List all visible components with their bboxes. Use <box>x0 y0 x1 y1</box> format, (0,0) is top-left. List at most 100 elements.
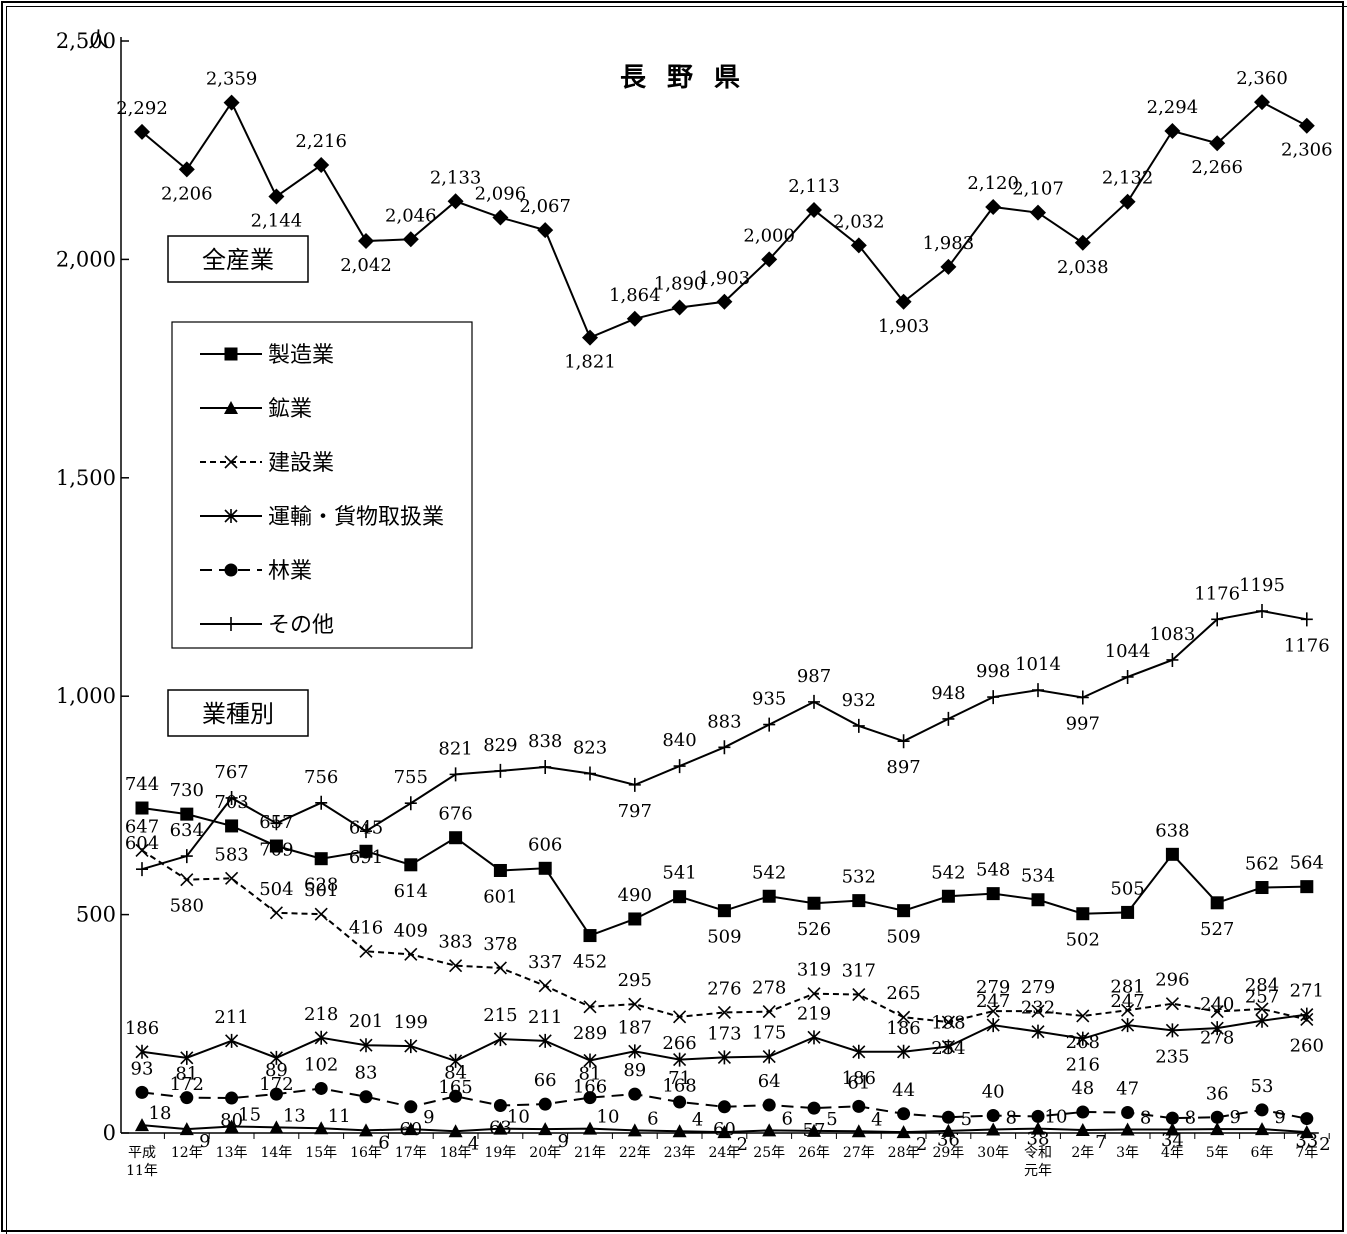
data-label: 89 <box>265 1060 288 1081</box>
data-label: 36 <box>937 1129 960 1150</box>
legend-marker-icon <box>224 455 238 469</box>
data-label: 1176 <box>1194 583 1240 604</box>
series-star <box>135 1007 1314 1068</box>
data-point <box>1299 1125 1314 1139</box>
data-label: 2,067 <box>519 196 571 217</box>
data-label: 2,120 <box>967 173 1019 194</box>
annotation-total-box: 全産業 <box>167 235 309 283</box>
data-point <box>180 1091 194 1105</box>
data-label: 628 <box>304 875 338 896</box>
data-label: 2,042 <box>340 255 392 276</box>
data-point <box>1255 1103 1269 1117</box>
data-label: 173 <box>707 1023 741 1044</box>
data-point <box>493 1121 508 1135</box>
data-label: 337 <box>528 952 562 973</box>
data-point <box>1075 1122 1090 1136</box>
data-label: 48 <box>1071 1078 1094 1099</box>
legend-label: 林業 <box>268 559 312 584</box>
data-label: 6 <box>647 1108 658 1129</box>
data-label: 2,294 <box>1147 97 1199 118</box>
data-label: 4 <box>871 1109 882 1130</box>
data-point <box>493 1032 507 1047</box>
data-label: 89 <box>623 1060 646 1081</box>
data-point <box>1121 1105 1135 1119</box>
data-point <box>1210 1021 1224 1036</box>
y-tick-label: 2,000 <box>56 247 116 271</box>
data-label: 186 <box>842 1068 876 1089</box>
data-label: 409 <box>394 920 428 941</box>
data-label: 257 <box>1245 987 1279 1008</box>
data-point <box>941 1123 956 1137</box>
data-point <box>1165 997 1179 1011</box>
data-point <box>1165 1111 1179 1125</box>
data-label: 8 <box>1140 1108 1151 1129</box>
data-point <box>1300 1007 1314 1022</box>
data-point <box>673 1010 687 1024</box>
data-label: 987 <box>797 666 831 687</box>
data-point <box>269 1050 283 1065</box>
data-point <box>717 904 731 918</box>
data-point <box>1120 1122 1135 1136</box>
data-point <box>314 1030 328 1045</box>
legend-marker-icon <box>224 347 238 361</box>
data-label: 2,107 <box>1012 179 1064 200</box>
data-label: 34 <box>1161 1130 1184 1151</box>
data-label: 542 <box>752 862 786 883</box>
data-point <box>449 959 463 973</box>
data-label: 756 <box>304 767 338 788</box>
data-label: 383 <box>438 932 472 953</box>
data-point <box>135 843 149 857</box>
data-label: 53 <box>1251 1076 1274 1097</box>
data-point <box>1031 1004 1045 1018</box>
data-point <box>582 329 598 346</box>
data-point <box>673 1095 687 1109</box>
data-label: 2,133 <box>430 167 482 188</box>
data-point <box>897 734 910 749</box>
data-point <box>359 1123 373 1137</box>
x-tick-label: 4年 <box>1161 1145 1184 1161</box>
data-label: 172 <box>259 1074 293 1095</box>
data-label: 265 <box>886 983 920 1004</box>
data-label: 452 <box>573 952 607 973</box>
data-label: 218 <box>304 1004 338 1025</box>
data-label: 240 <box>1200 994 1234 1015</box>
data-point <box>628 997 642 1011</box>
data-point <box>762 1123 777 1137</box>
data-point <box>1210 1005 1224 1019</box>
series-circle <box>135 1081 1314 1126</box>
data-label: 526 <box>797 919 831 940</box>
data-point <box>762 1049 776 1064</box>
data-label: 186 <box>886 1018 920 1039</box>
data-label: 509 <box>707 927 741 948</box>
y-axis-unit: 人 <box>88 28 109 52</box>
data-point <box>447 193 464 210</box>
data-point <box>1121 1018 1135 1033</box>
data-label: 823 <box>573 738 607 759</box>
data-point <box>538 1122 553 1136</box>
legend-item: 林業 <box>200 559 312 584</box>
data-label: 175 <box>752 1023 786 1044</box>
data-point <box>1211 612 1224 627</box>
data-point <box>314 1121 329 1135</box>
data-label: 2 <box>737 1134 748 1155</box>
data-label: 755 <box>394 767 428 788</box>
inner-frame <box>6 6 1347 1234</box>
data-point <box>583 1000 597 1014</box>
data-point <box>1165 847 1179 861</box>
data-point <box>1031 1109 1045 1123</box>
data-label: 284 <box>1245 975 1279 996</box>
data-point <box>896 1125 911 1139</box>
data-label: 2,132 <box>1102 168 1154 189</box>
data-point <box>404 1039 418 1054</box>
data-point <box>180 807 194 821</box>
data-point <box>1255 881 1269 895</box>
data-label: 490 <box>618 885 652 906</box>
data-label: 657 <box>259 812 293 833</box>
data-point <box>449 1053 463 1068</box>
data-point <box>583 1091 597 1105</box>
legend-label: 建設業 <box>268 451 334 476</box>
data-point <box>493 1098 507 1112</box>
data-label: 604 <box>125 833 159 854</box>
data-point <box>584 766 596 781</box>
data-point <box>627 1123 642 1137</box>
